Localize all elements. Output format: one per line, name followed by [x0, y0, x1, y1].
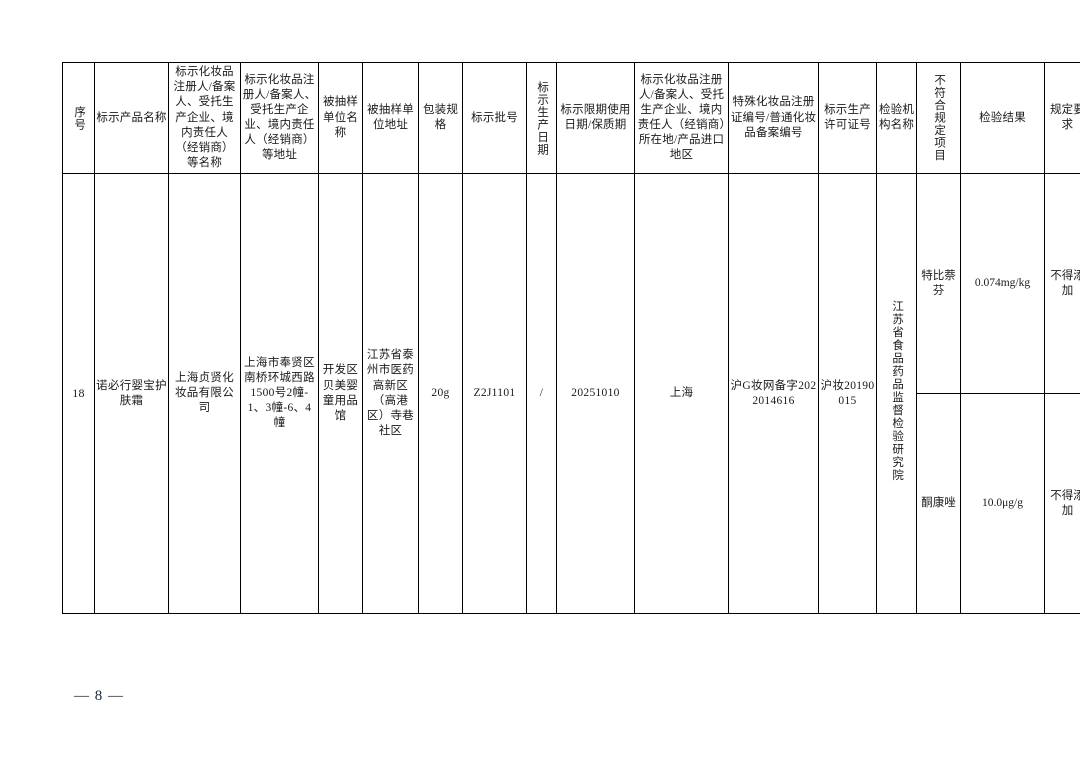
cell-sampled-unit-address: 江苏省泰州市医药高新区（高港区）寺巷社区	[362, 173, 419, 615]
cell-location: 上海	[634, 173, 729, 615]
inspection-agency-text: 江苏省食品药品监督检验研究院	[891, 300, 904, 483]
cell-nonconforming-item-2: 酮康唑	[916, 393, 961, 615]
col-header-expiry-date: 标示限期使用日期/保质期	[556, 61, 635, 175]
cell-result-1: 0.074mg/kg	[960, 173, 1045, 395]
table-row: 18 诺必行婴宝护肤霜 上海贞贤化妆品有限公司 上海市奉贤区南桥环城西路1500…	[62, 173, 1080, 615]
col-header-sampled-unit-name: 被抽样单位名称	[318, 61, 363, 175]
cell-requirement-2: 不得添加	[1044, 393, 1080, 615]
col-header-requirement: 规定要求	[1044, 61, 1080, 175]
cell-production-date: /	[526, 173, 557, 615]
col-header-registrant-address: 标示化妆品注册人/备案人、受托生产企业、境内责任人（经销商）等地址	[240, 61, 319, 175]
cell-license-no: 沪妆20190015	[818, 173, 877, 615]
col-header-sampled-unit-address: 被抽样单位地址	[362, 61, 419, 175]
cell-registrant-address: 上海市奉贤区南桥环城西路1500号2幢-1、3幢-6、4幢	[240, 173, 319, 615]
cell-expiry-date: 20251010	[556, 173, 635, 615]
col-header-production-date: 标示生产日期	[526, 61, 557, 175]
page-footer: — 8 —	[62, 688, 1028, 705]
col-header-result: 检验结果	[960, 61, 1045, 175]
col-header-registrant-name: 标示化妆品注册人/备案人、受托生产企业、境内责任人（经销商）等名称	[168, 61, 241, 175]
cell-requirement-1: 不得添加	[1044, 173, 1080, 395]
cell-result-2: 10.0μg/g	[960, 393, 1045, 615]
inspection-results-table-wrapper: 序号 标示产品名称 标示化妆品注册人/备案人、受托生产企业、境内责任人（经销商）…	[62, 61, 1080, 615]
cell-filing-no: 沪G妆网备字2022014616	[728, 173, 819, 615]
col-header-serial: 序号	[62, 61, 95, 175]
col-header-license-no: 标示生产许可证号	[818, 61, 877, 175]
cell-inspection-agency: 江苏省食品药品监督检验研究院	[876, 173, 917, 615]
col-header-location: 标示化妆品注册人/备案人、受托生产企业、境内责任人（经销商）所在地/产品进口地区	[634, 61, 729, 175]
cell-package-spec: 20g	[418, 173, 463, 615]
col-header-inspection-agency: 检验机构名称	[876, 61, 917, 175]
cell-nonconforming-item-1: 特比萘芬	[916, 173, 961, 395]
page-number: — 8 —	[74, 688, 124, 704]
cell-registrant-name: 上海贞贤化妆品有限公司	[168, 173, 241, 615]
col-header-filing-no: 特殊化妆品注册证编号/普通化妆品备案编号	[728, 61, 819, 175]
cell-batch-no: Z2J1101	[462, 173, 527, 615]
inspection-results-table: 序号 标示产品名称 标示化妆品注册人/备案人、受托生产企业、境内责任人（经销商）…	[62, 61, 1080, 615]
col-header-package-spec: 包装规格	[418, 61, 463, 175]
col-header-nonconforming-item: 不符合规定项目	[916, 61, 961, 175]
col-header-batch-no: 标示批号	[462, 61, 527, 175]
col-header-product-name: 标示产品名称	[94, 61, 169, 175]
cell-serial: 18	[62, 173, 95, 615]
table-row-sub: 酮康唑 10.0μg/g 不得添加	[63, 393, 1080, 615]
table-header-row: 序号 标示产品名称 标示化妆品注册人/备案人、受托生产企业、境内责任人（经销商）…	[62, 61, 1080, 175]
cell-product-name: 诺必行婴宝护肤霜	[94, 173, 169, 615]
cell-sampled-unit-name: 开发区贝美婴童用品馆	[318, 173, 363, 615]
